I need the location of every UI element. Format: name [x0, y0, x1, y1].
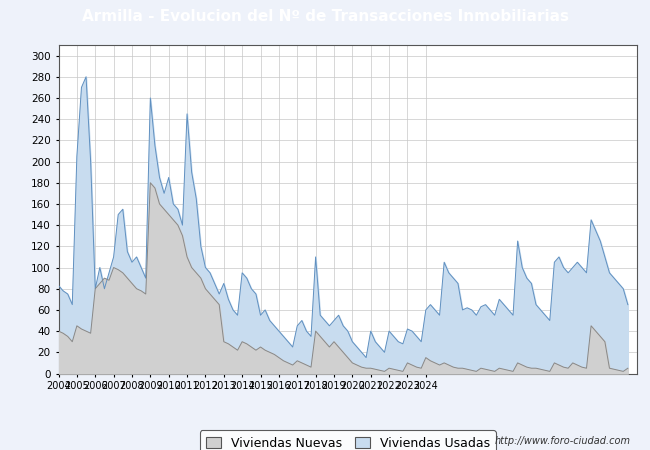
Text: http://www.foro-ciudad.com: http://www.foro-ciudad.com [495, 436, 630, 446]
Text: Armilla - Evolucion del Nº de Transacciones Inmobiliarias: Armilla - Evolucion del Nº de Transaccio… [81, 9, 569, 24]
Legend: Viviendas Nuevas, Viviendas Usadas: Viviendas Nuevas, Viviendas Usadas [200, 431, 496, 450]
